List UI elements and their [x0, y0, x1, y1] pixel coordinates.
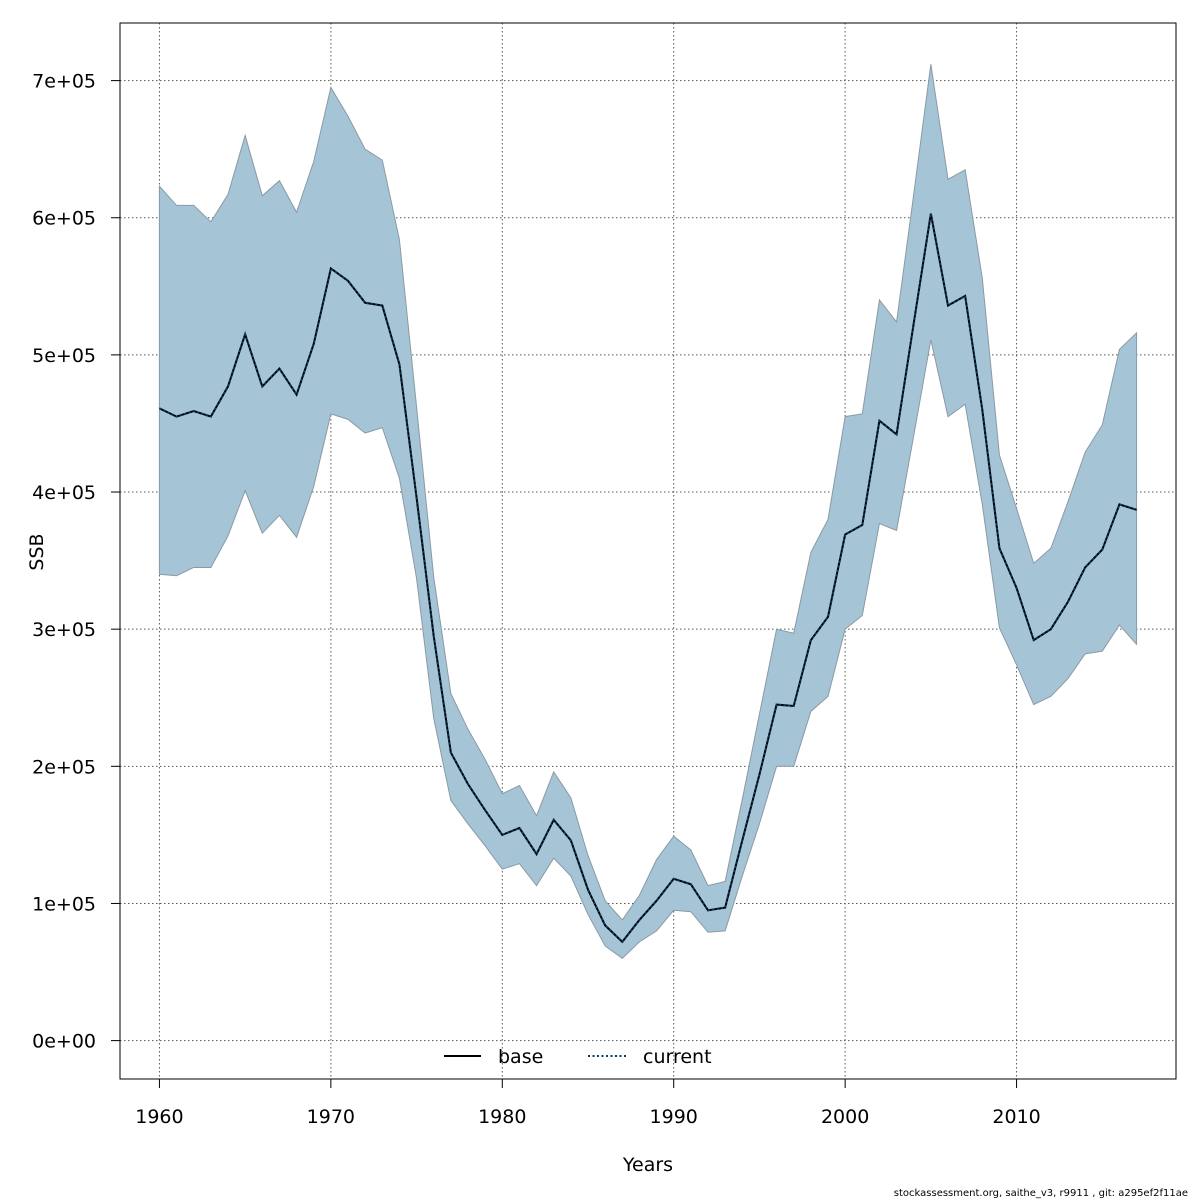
- x-tick-label: 1990: [650, 1106, 698, 1128]
- y-tick-label: 2e+05: [32, 756, 96, 778]
- y-axis: 0e+00 1e+05 2e+05 3e+05 4e+05 5e+05 6e+05 7e+05: [32, 71, 121, 1053]
- footer-credit: stockassessment.org, saithe_v3, r9911 , …: [893, 1188, 1188, 1199]
- y-tick-label: 6e+05: [32, 208, 96, 230]
- x-tick-label: 1980: [478, 1106, 526, 1128]
- y-tick-label: 0e+00: [32, 1031, 96, 1053]
- y-tick-label: 5e+05: [32, 345, 96, 367]
- x-tick-label: 1970: [307, 1106, 355, 1128]
- confidence-band: [158, 64, 1138, 959]
- x-axis: 1960 1970 1980 1990 2000 2010: [135, 1078, 1041, 1128]
- x-tick-label: 2000: [821, 1106, 869, 1128]
- legend-label-base: base: [498, 1046, 543, 1068]
- y-tick-label: 4e+05: [32, 482, 96, 504]
- series-line-current: [158, 213, 1137, 944]
- x-axis-label: Years: [622, 1154, 673, 1176]
- y-tick-label: 1e+05: [32, 893, 96, 915]
- y-axis-label: SSB: [26, 533, 48, 570]
- series-lines: [158, 213, 1137, 944]
- legend-label-current: current: [643, 1046, 712, 1068]
- y-tick-label: 3e+05: [32, 619, 96, 641]
- legend: base current: [444, 1046, 712, 1068]
- y-tick-label: 7e+05: [32, 71, 96, 93]
- x-tick-label: 1960: [135, 1106, 183, 1128]
- confidence-band-area: [158, 64, 1138, 959]
- x-tick-label: 2010: [992, 1106, 1040, 1128]
